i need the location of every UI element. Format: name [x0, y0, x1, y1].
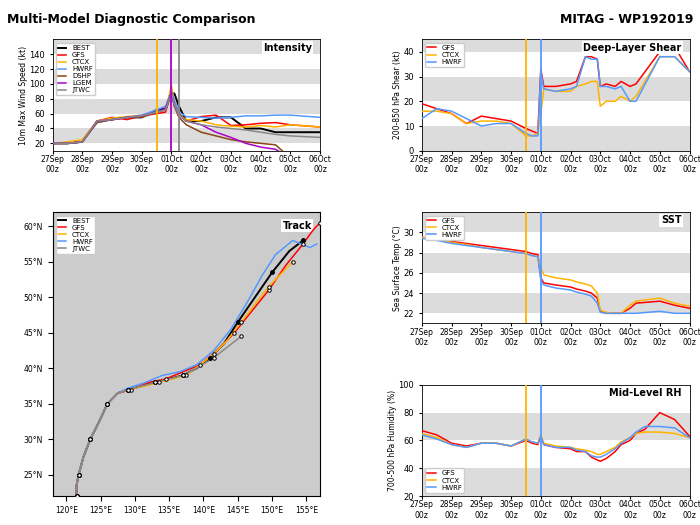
Bar — [52, 99, 320, 113]
Text: Mid-Level RH: Mid-Level RH — [609, 388, 682, 398]
Legend: GFS, CTCX, HWRF: GFS, CTCX, HWRF — [426, 468, 464, 492]
Bar — [422, 413, 690, 440]
Text: Track: Track — [283, 220, 312, 230]
Y-axis label: Sea Surface Temp (°C): Sea Surface Temp (°C) — [393, 225, 402, 311]
Bar — [422, 126, 690, 151]
Legend: BEST, GFS, CTCX, HWRF, JTWC: BEST, GFS, CTCX, HWRF, JTWC — [56, 216, 95, 254]
Text: Deep-Layer Shear: Deep-Layer Shear — [583, 43, 682, 52]
Text: SST: SST — [661, 215, 682, 225]
Bar — [52, 39, 320, 54]
Y-axis label: 700-500 hPa Humidity (%): 700-500 hPa Humidity (%) — [388, 390, 397, 491]
Legend: GFS, CTCX, HWRF: GFS, CTCX, HWRF — [426, 43, 464, 67]
Bar — [422, 77, 690, 101]
Bar — [52, 129, 320, 143]
Bar — [52, 69, 320, 84]
Legend: GFS, CTCX, HWRF: GFS, CTCX, HWRF — [426, 216, 464, 240]
Legend: BEST, GFS, CTCX, HWRF, DSHP, LGEM, JTWC: BEST, GFS, CTCX, HWRF, DSHP, LGEM, JTWC — [56, 43, 95, 95]
Bar — [422, 212, 690, 232]
Bar — [422, 293, 690, 313]
Text: MITAG - WP192019: MITAG - WP192019 — [559, 13, 693, 26]
Text: Multi-Model Diagnostic Comparison: Multi-Model Diagnostic Comparison — [7, 13, 256, 26]
Bar — [422, 468, 690, 496]
Bar — [422, 253, 690, 273]
Bar — [422, 39, 690, 52]
Text: Intensity: Intensity — [263, 43, 312, 52]
Y-axis label: 200-850 hPa Shear (kt): 200-850 hPa Shear (kt) — [393, 51, 402, 140]
Y-axis label: 10m Max Wind Speed (kt): 10m Max Wind Speed (kt) — [19, 46, 28, 145]
